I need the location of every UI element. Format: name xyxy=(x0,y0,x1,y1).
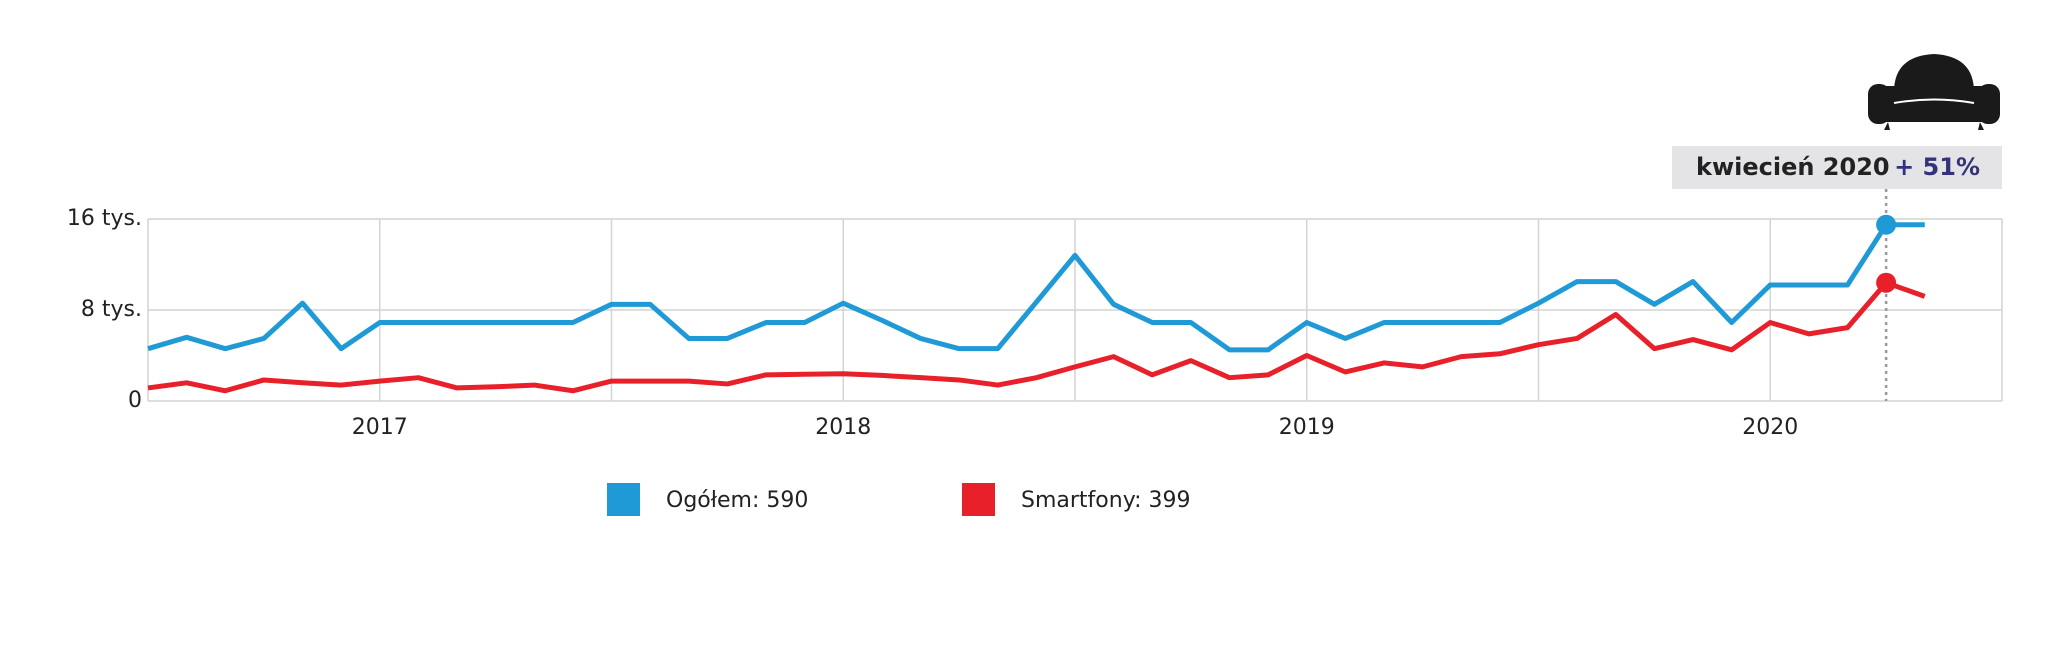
x-tick-label: 2019 xyxy=(1279,415,1335,440)
y-tick-label: 8 tys. xyxy=(81,297,142,322)
annotation-box xyxy=(1672,146,2002,189)
annotation-label: kwiecień 2020 xyxy=(1696,153,1890,181)
x-tick-label: 2020 xyxy=(1742,415,1798,440)
line-series xyxy=(147,222,1925,353)
sofa-icon xyxy=(1868,54,2000,130)
line-series xyxy=(147,280,1926,394)
legend-swatch xyxy=(962,483,995,516)
y-tick-label: 16 tys. xyxy=(67,206,142,231)
highlight-point xyxy=(1876,214,1897,235)
x-tick-label: 2018 xyxy=(815,415,871,440)
legend-label: Smartfony: 399 xyxy=(1021,488,1191,513)
highlight-point xyxy=(1876,272,1897,293)
legend-swatch xyxy=(607,483,640,516)
annotation-change: + 51% xyxy=(1894,153,1980,181)
x-tick-label: 2017 xyxy=(352,415,408,440)
legend-label: Ogółem: 590 xyxy=(666,488,808,513)
y-tick-label: 0 xyxy=(128,388,142,413)
